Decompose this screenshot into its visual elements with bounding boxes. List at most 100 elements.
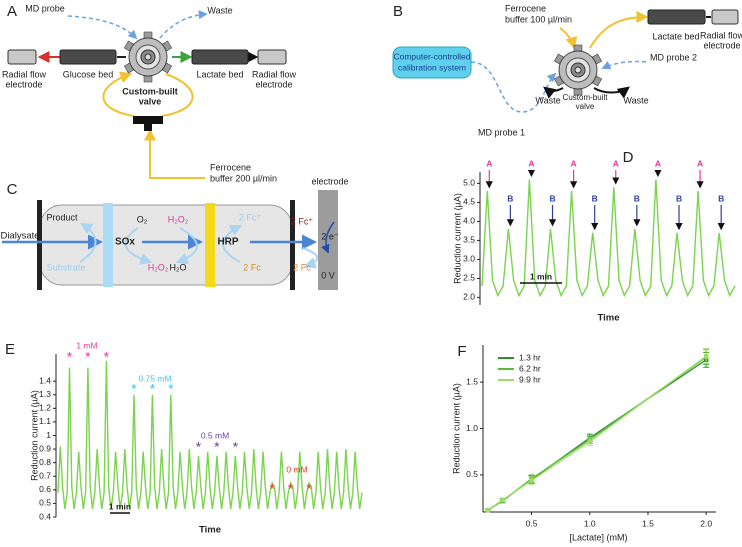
- label: H₂O: [170, 262, 187, 272]
- y-tick-label: 5.0: [463, 178, 475, 188]
- peak-label: B: [718, 193, 724, 203]
- y-tick-label: 2.5: [463, 273, 475, 283]
- label: 2 e⁻: [321, 231, 339, 241]
- label: valve: [576, 102, 595, 111]
- annotation-marker: *: [131, 381, 137, 397]
- peak-label: A: [613, 158, 619, 168]
- point: [529, 478, 534, 483]
- label: Ferrocene: [210, 162, 251, 172]
- y-tick-label: 4.5: [463, 197, 475, 207]
- annotation-label: 0 mM: [286, 464, 307, 474]
- peak-label: B: [676, 193, 682, 203]
- annotation-marker: *: [67, 349, 73, 365]
- reaction-arc: [302, 247, 319, 269]
- peak-label: B: [507, 193, 513, 203]
- md-probe-1-flow: [470, 61, 557, 113]
- peak-label: A: [486, 158, 492, 168]
- buffer-inlet: [559, 27, 578, 50]
- label: Glucose bed: [63, 69, 114, 79]
- membrane-right: [290, 200, 295, 290]
- reaction-arc: [124, 227, 153, 265]
- waste-arrow: [593, 86, 630, 99]
- valve: [123, 31, 173, 83]
- label: Waste: [207, 5, 232, 15]
- point: [500, 497, 505, 503]
- label: MD probe 1: [478, 127, 525, 137]
- y-tick-label: 1.1: [39, 416, 51, 426]
- label: O₂: [137, 214, 148, 224]
- annotation-marker: *: [196, 439, 202, 455]
- label: buffer 100 µl/min: [505, 14, 572, 24]
- y-tick-label: 0.9: [39, 443, 51, 453]
- y-tick-label: 1.2: [39, 403, 51, 413]
- point: [703, 353, 709, 359]
- y-tick-label: 1.4: [39, 375, 51, 385]
- valve-core: [144, 53, 152, 61]
- y-tick-label: 0.5: [39, 498, 51, 508]
- label: Lactate bed: [652, 31, 699, 41]
- y-axis-label: Reduction current (µA): [451, 383, 461, 474]
- y-tick-label: 1.0: [466, 423, 478, 433]
- y-tick-label: 2.0: [463, 292, 475, 302]
- panel-b-diagram: [392, 9, 739, 113]
- valve-port: [143, 75, 153, 83]
- label: buffer 200 µl/min: [210, 173, 277, 183]
- panel-label: F: [457, 343, 466, 360]
- point: [587, 439, 592, 444]
- x-tick-label: 1.0: [584, 518, 596, 528]
- valve-port: [143, 31, 153, 39]
- buffer-inlet: [144, 128, 205, 179]
- label: electrode: [5, 79, 42, 89]
- y-tick-label: 0.5: [466, 469, 478, 479]
- membrane-left: [37, 200, 42, 290]
- annotation-label: 1 mM: [76, 340, 97, 350]
- label: HRP: [217, 237, 238, 248]
- annotation-marker: *: [306, 481, 312, 497]
- label: 2 Fc⁺: [291, 216, 314, 226]
- annotation-marker: *: [85, 349, 91, 365]
- panel-label: E: [5, 341, 15, 358]
- label: Radial flow: [252, 69, 297, 79]
- annotation-marker: *: [104, 349, 110, 365]
- reaction-arc: [175, 227, 198, 265]
- panel-c-diagram: [2, 190, 338, 290]
- label: H₂O₂: [168, 214, 189, 224]
- hrp-layer: [205, 203, 215, 287]
- y-tick-label: 1.5: [466, 376, 478, 386]
- t-fitting: [133, 116, 163, 124]
- x-tick-label: 0.5: [526, 518, 538, 528]
- buffer-loop: [161, 73, 194, 117]
- peak-label: B: [634, 193, 640, 203]
- label: H₂O₂: [148, 262, 169, 272]
- electron-arc: [321, 221, 335, 254]
- electrode-shape: [711, 9, 739, 25]
- label: Custom-built: [563, 93, 609, 102]
- label: Ferrocene: [505, 3, 546, 13]
- electrode-right: [257, 49, 287, 65]
- label: Substrate: [47, 262, 86, 272]
- label: Product: [46, 212, 78, 222]
- label: electrode: [255, 79, 292, 89]
- trace: [481, 179, 736, 298]
- lactate-bed-shape: [647, 9, 706, 25]
- y-tick-label: 3.5: [463, 235, 475, 245]
- reaction-arc: [79, 222, 97, 263]
- x-tick-label: 2.0: [700, 518, 712, 528]
- trace: [57, 360, 363, 510]
- waste-flow: [159, 10, 208, 39]
- peak-label: A: [528, 158, 534, 168]
- x-axis-label: [Lactate] (mM): [569, 532, 627, 542]
- label: 2 Fc⁺: [239, 212, 262, 222]
- y-tick-label: 0.7: [39, 471, 51, 481]
- x-axis-label: Time: [597, 313, 619, 324]
- label: Radial flow: [700, 30, 742, 40]
- sox-layer: [103, 203, 113, 287]
- annotation-marker: *: [214, 439, 220, 455]
- label: Dialysate: [0, 231, 39, 242]
- annotation-marker: *: [168, 381, 174, 397]
- label: Waste: [535, 95, 560, 105]
- legend-label: 9.9 hr: [519, 374, 541, 384]
- md-probe-2-flow: [601, 60, 647, 70]
- y-tick-label: 1.3: [39, 389, 51, 399]
